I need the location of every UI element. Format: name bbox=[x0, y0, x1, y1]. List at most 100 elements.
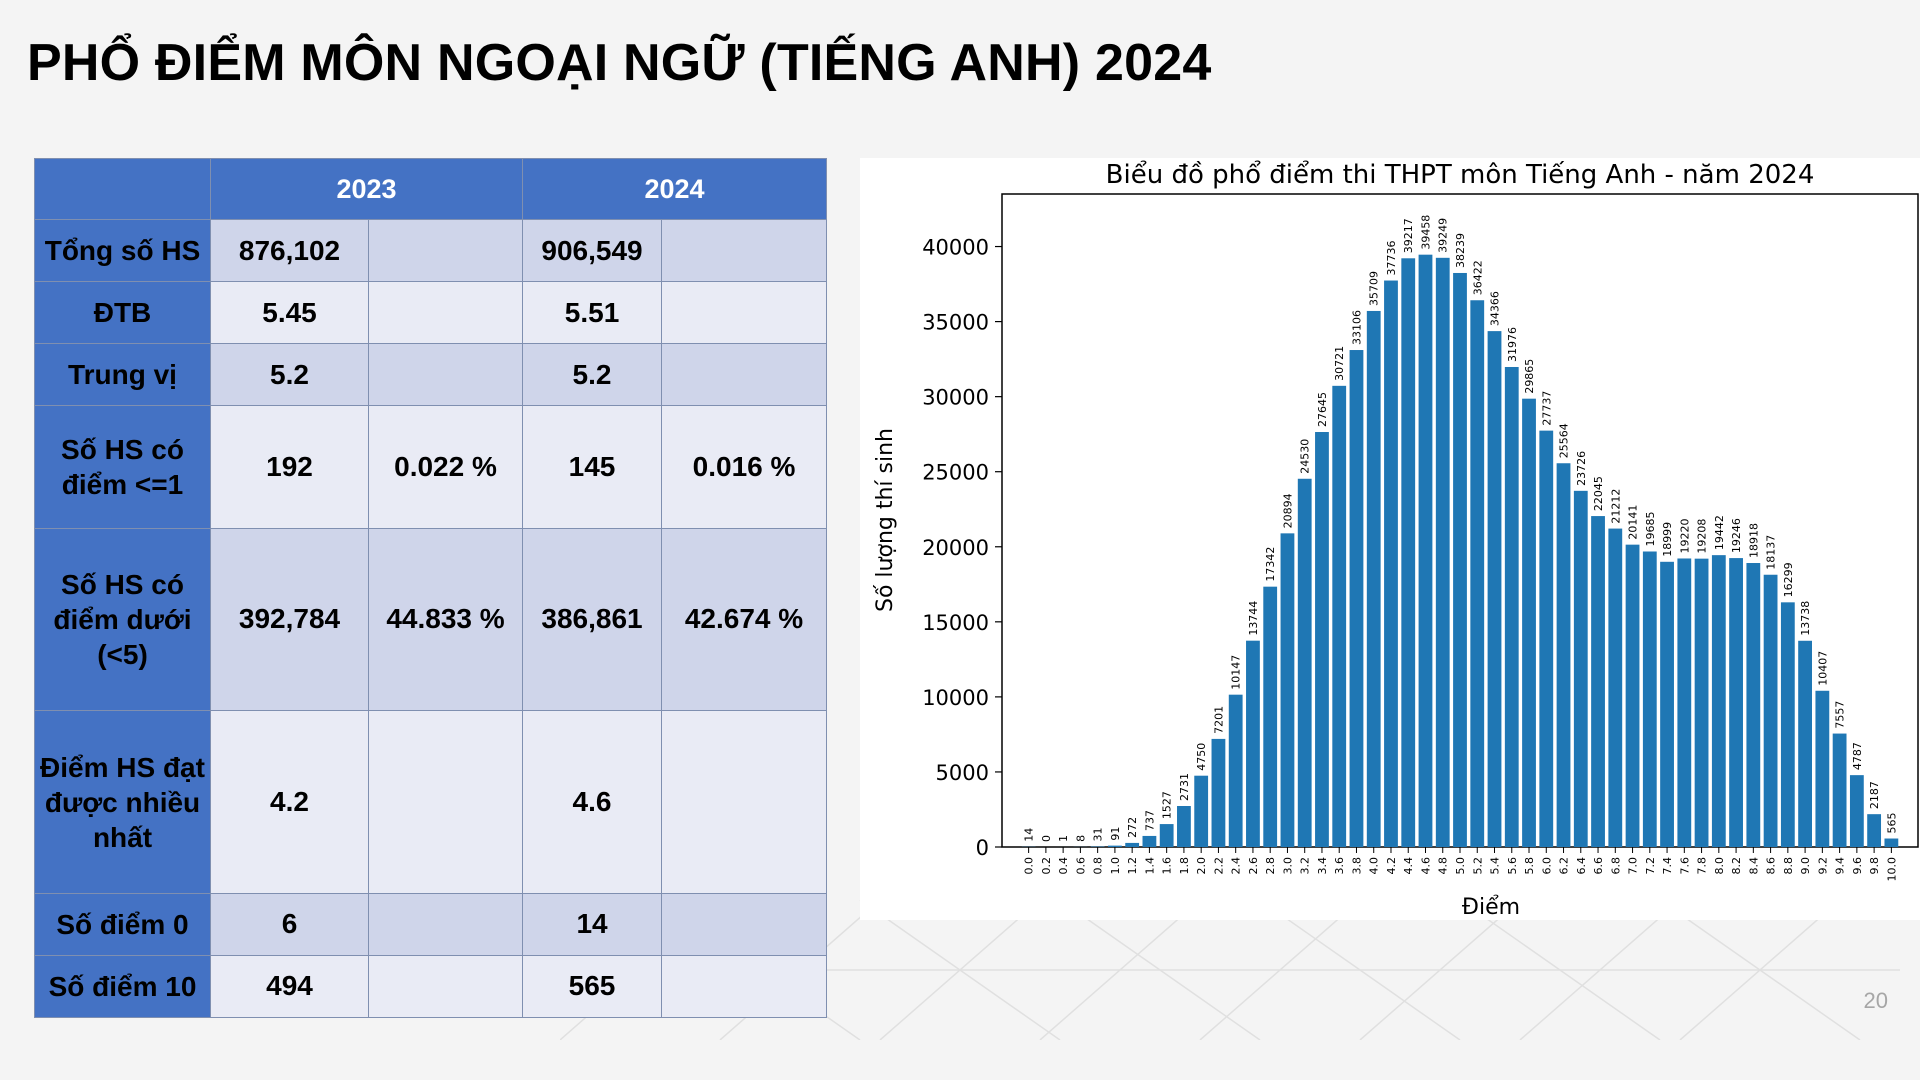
x-tick-label: 8.2 bbox=[1730, 857, 1743, 875]
x-tick-label: 5.8 bbox=[1523, 857, 1536, 875]
x-tick-label: 3.6 bbox=[1333, 857, 1346, 875]
value-2024: 14 bbox=[522, 892, 663, 956]
x-tick-label: 10.0 bbox=[1885, 857, 1898, 882]
table-row: Số điểm 10 494 565 bbox=[34, 954, 828, 1019]
x-tick-label: 6.2 bbox=[1558, 857, 1571, 875]
bar-value-label: 272 bbox=[1126, 817, 1139, 838]
x-tick-label: 5.2 bbox=[1471, 857, 1484, 875]
bar bbox=[1418, 254, 1433, 847]
bar-value-label: 1 bbox=[1057, 835, 1070, 842]
bar bbox=[1832, 733, 1847, 847]
row-label: Điểm HS đạt được nhiều nhất bbox=[34, 710, 211, 894]
x-tick-label: 7.6 bbox=[1678, 857, 1691, 875]
percent-2024: 0.016 % bbox=[661, 405, 828, 529]
value-2024: 906,549 bbox=[522, 218, 663, 283]
percent-2024 bbox=[661, 954, 828, 1019]
percent-2023 bbox=[367, 954, 524, 1019]
bar bbox=[1194, 775, 1209, 847]
bar bbox=[1470, 300, 1485, 847]
bar-value-label: 91 bbox=[1109, 827, 1122, 841]
bar bbox=[1608, 528, 1623, 847]
x-tick-label: 5.4 bbox=[1489, 857, 1502, 875]
x-tick-label: 3.0 bbox=[1281, 857, 1294, 875]
x-tick-label: 7.2 bbox=[1644, 857, 1657, 875]
x-tick-label: 8.8 bbox=[1782, 857, 1795, 875]
bar-value-label: 13738 bbox=[1799, 601, 1812, 636]
bar bbox=[1539, 430, 1554, 847]
bar-value-label: 27737 bbox=[1540, 391, 1553, 426]
percent-2023 bbox=[367, 281, 524, 345]
percent-2024 bbox=[661, 892, 828, 956]
bar bbox=[1522, 398, 1536, 847]
y-tick-label: 40000 bbox=[922, 236, 989, 260]
chart-title: Biểu đồ phổ điểm thi THPT môn Tiếng Anh … bbox=[1106, 159, 1815, 190]
x-tick-label: 8.4 bbox=[1747, 857, 1760, 875]
percent-2023 bbox=[367, 343, 524, 407]
x-tick-label: 1.6 bbox=[1161, 857, 1174, 875]
table-row: Số HS có điểm <=1 192 0.022 % 145 0.016 … bbox=[34, 405, 828, 529]
x-tick-label: 1.0 bbox=[1109, 857, 1122, 875]
x-tick-label: 4.0 bbox=[1368, 857, 1381, 875]
row-label: ĐTB bbox=[34, 281, 211, 345]
value-2024: 565 bbox=[522, 954, 663, 1019]
header-year-2024: 2024 bbox=[522, 158, 828, 220]
bar bbox=[1487, 331, 1502, 847]
percent-2024 bbox=[661, 343, 828, 407]
value-2023: 192 bbox=[210, 405, 369, 529]
value-2024: 386,861 bbox=[522, 527, 663, 712]
bar-value-label: 31 bbox=[1092, 828, 1105, 842]
bar-value-label: 0 bbox=[1040, 835, 1053, 842]
bar bbox=[1573, 490, 1588, 847]
bar bbox=[1246, 640, 1260, 847]
header-year-2023: 2023 bbox=[209, 158, 524, 220]
bar bbox=[1867, 814, 1882, 847]
x-tick-label: 2.6 bbox=[1247, 857, 1260, 875]
bar bbox=[1453, 272, 1467, 847]
value-2023: 5.45 bbox=[210, 281, 369, 345]
value-2023: 6 bbox=[210, 892, 369, 956]
bar-value-label: 19208 bbox=[1696, 519, 1709, 554]
bar-value-label: 30721 bbox=[1333, 346, 1346, 381]
x-tick-label: 3.2 bbox=[1299, 857, 1312, 875]
bar bbox=[1694, 558, 1709, 847]
bar-value-label: 4787 bbox=[1851, 742, 1864, 770]
bar bbox=[1591, 516, 1605, 847]
bar-value-label: 18999 bbox=[1661, 522, 1674, 557]
table-row: Tổng số HS 876,102 906,549 bbox=[34, 218, 828, 283]
bar bbox=[1142, 835, 1157, 847]
bar bbox=[1401, 258, 1416, 848]
x-tick-label: 8.6 bbox=[1765, 857, 1778, 875]
x-tick-label: 4.8 bbox=[1437, 857, 1450, 875]
bar-value-label: 2187 bbox=[1868, 781, 1881, 809]
x-tick-label: 9.2 bbox=[1816, 857, 1829, 875]
bar-value-label: 13744 bbox=[1247, 601, 1260, 636]
table-row: Số điểm 0 6 14 bbox=[34, 892, 828, 956]
value-2024: 5.2 bbox=[522, 343, 663, 407]
bar bbox=[1711, 555, 1726, 847]
bar-value-label: 31976 bbox=[1506, 327, 1519, 362]
x-tick-label: 2.0 bbox=[1195, 857, 1208, 875]
bar-value-label: 39249 bbox=[1437, 218, 1450, 253]
x-tick-label: 3.4 bbox=[1316, 857, 1329, 875]
percent-2024 bbox=[661, 710, 828, 894]
y-tick-label: 20000 bbox=[922, 536, 989, 560]
bar-value-label: 17342 bbox=[1264, 547, 1277, 582]
value-2024: 145 bbox=[522, 405, 663, 529]
x-tick-label: 0.0 bbox=[1023, 857, 1036, 875]
bar-value-label: 14 bbox=[1023, 828, 1036, 842]
bar-value-label: 39458 bbox=[1419, 215, 1432, 250]
bar bbox=[1625, 544, 1640, 847]
bar-value-label: 7557 bbox=[1834, 701, 1847, 729]
bar bbox=[1211, 738, 1226, 847]
row-label: Số điểm 0 bbox=[34, 892, 211, 956]
x-tick-label: 1.8 bbox=[1178, 857, 1191, 875]
comparison-table: 2023 2024 Tổng số HS 876,102 906,549 ĐTB… bbox=[34, 158, 828, 1019]
row-label: Số HS có điểm dưới (<5) bbox=[34, 527, 211, 712]
y-tick-label: 0 bbox=[976, 836, 989, 860]
chart-panel: Biểu đồ phổ điểm thi THPT môn Tiếng Anh … bbox=[860, 158, 1920, 920]
bar-value-label: 36422 bbox=[1471, 260, 1484, 295]
percent-2024 bbox=[661, 281, 828, 345]
bar-value-label: 4750 bbox=[1195, 743, 1208, 771]
percent-2024: 42.674 % bbox=[661, 527, 828, 712]
table-row: Số HS có điểm dưới (<5) 392,784 44.833 %… bbox=[34, 527, 828, 712]
